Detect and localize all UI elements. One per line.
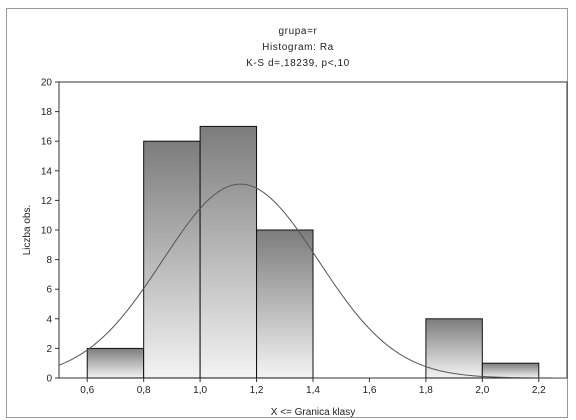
y-tick-label-6: 12: [41, 196, 53, 207]
x-tick-label-5: 1,6: [362, 385, 376, 396]
y-tick-label-1: 2: [46, 344, 52, 355]
x-axis: 0,6 0,8 1,0 1,2 1,4 1,6 1,8 2,0 2,2: [80, 378, 546, 396]
x-tick-label-6: 1,8: [419, 385, 433, 396]
y-tick-label-4: 8: [46, 255, 52, 266]
chart-title-line-3: K-S d=,18239, p<,10: [246, 58, 350, 69]
y-axis-label: Liczba obs.: [22, 205, 33, 256]
x-tick-label-1: 0,8: [137, 385, 151, 396]
x-axis-label: X <= Granica klasy: [271, 407, 355, 418]
y-tick-label-7: 14: [41, 166, 53, 177]
y-tick-label-10: 20: [41, 78, 53, 89]
chart-title-line-1: grupa=r: [279, 26, 318, 37]
histogram-bar-2: [199, 125, 258, 379]
histogram-bar-3: [256, 229, 314, 379]
bars-layer: [86, 125, 540, 379]
y-tick-label-2: 4: [46, 314, 52, 325]
x-tick-label-7: 2,0: [475, 385, 489, 396]
y-tick-label-5: 10: [41, 226, 53, 237]
x-tick-label-8: 2,2: [532, 385, 546, 396]
histogram-bar-6: [425, 318, 483, 379]
histogram-bar-0: [86, 347, 145, 379]
normal-curve: [59, 183, 567, 378]
chart-title-line-2: Histogram: Ra: [262, 42, 334, 53]
y-axis: 0 2 4 6 8 10 12 14 16 18 20: [41, 78, 59, 385]
x-tick-label-3: 1,2: [250, 385, 264, 396]
y-tick-label-8: 16: [41, 137, 53, 148]
y-tick-label-3: 6: [46, 285, 52, 296]
y-tick-label-9: 18: [41, 107, 53, 118]
x-tick-label-0: 0,6: [80, 385, 94, 396]
curve-layer: [59, 183, 567, 378]
x-tick-label-4: 1,4: [306, 385, 320, 396]
x-tick-label-2: 1,0: [193, 385, 207, 396]
histogram-bar-1: [143, 140, 201, 379]
y-tick-label-0: 0: [46, 374, 52, 385]
histogram-bar-7: [481, 362, 540, 379]
